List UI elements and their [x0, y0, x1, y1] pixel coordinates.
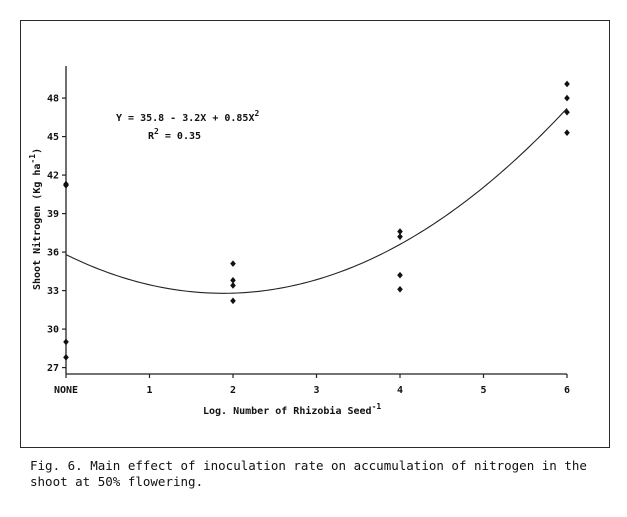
equation-line-2-sup: 2 — [154, 127, 159, 136]
data-point — [397, 286, 403, 293]
x-ticks: NONE 1 2 3 4 5 6 — [54, 374, 570, 396]
y-ticks: 27 30 33 36 39 42 45 48 — [47, 94, 66, 374]
equation-line-1-sup: 2 — [254, 109, 259, 118]
equation-line-2: R2 = 0.35 — [148, 127, 201, 142]
y-tick-label: 27 — [47, 363, 59, 374]
y-tick-label: 39 — [47, 209, 59, 220]
y-tick-label: 30 — [47, 325, 59, 336]
data-point — [63, 338, 69, 346]
y-tick-label: 48 — [47, 94, 59, 105]
y-axis-title-sup: -1 — [28, 154, 37, 164]
data-point — [63, 354, 69, 361]
y-axis-title: Shoot Nitrogen (Kg ha-1) — [28, 148, 43, 290]
data-point — [63, 182, 69, 189]
figure-caption: Fig. 6. Main effect of inoculation rate … — [30, 458, 587, 489]
equation-line-1-text: Y = 35.8 - 3.2X + 0.85X — [116, 113, 254, 124]
x-tick-label: 1 — [146, 385, 152, 396]
data-point — [564, 80, 570, 88]
y-tick-label: 33 — [47, 286, 59, 297]
fit-curve — [65, 107, 568, 294]
data-point — [564, 129, 570, 137]
data-point — [230, 297, 236, 305]
x-tick-label: 5 — [480, 385, 486, 396]
x-axis-title-text: Log. Number of Rhizobia Seed — [203, 405, 372, 417]
x-tick-label: 6 — [564, 385, 570, 396]
data-point — [397, 228, 403, 235]
data-points — [63, 80, 570, 361]
x-tick-label: 3 — [313, 385, 319, 396]
data-point — [230, 282, 236, 289]
x-axis-title: Log. Number of Rhizobia Seed-1 — [203, 402, 381, 417]
equation-line-2-rest: = 0.35 — [159, 131, 201, 142]
equation-line-1: Y = 35.8 - 3.2X + 0.85X2 — [116, 109, 259, 124]
y-axis-title-end: ) — [32, 148, 43, 154]
x-axis-title-sup: -1 — [372, 402, 382, 411]
data-point — [230, 277, 236, 284]
equation-line-2-r: R — [148, 131, 155, 142]
data-point — [397, 271, 403, 279]
x-tick-label: 4 — [397, 385, 403, 396]
y-tick-label: 42 — [47, 171, 59, 182]
data-point — [230, 260, 236, 267]
data-point — [397, 233, 403, 240]
x-tick-label: 2 — [230, 385, 236, 396]
y-tick-label: 45 — [47, 132, 59, 143]
y-axis-title-text: Shoot Nitrogen (Kg ha — [31, 164, 43, 290]
y-tick-label: 36 — [47, 248, 59, 259]
data-point — [564, 94, 570, 102]
x-tick-label: NONE — [54, 385, 78, 396]
figure-frame — [20, 20, 610, 448]
data-point — [564, 108, 570, 116]
